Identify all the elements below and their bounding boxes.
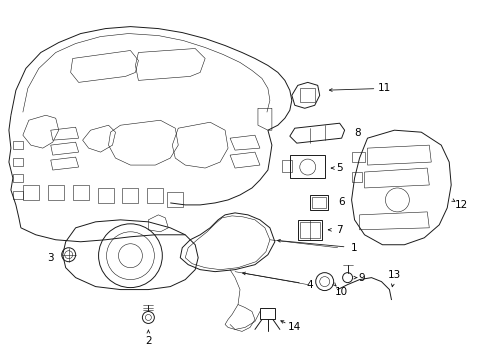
Text: 5: 5 xyxy=(336,163,342,173)
Text: 4: 4 xyxy=(306,280,312,289)
Text: 10: 10 xyxy=(334,287,347,297)
Text: 8: 8 xyxy=(353,128,360,138)
Text: 7: 7 xyxy=(336,225,342,235)
Text: 2: 2 xyxy=(145,336,151,346)
Text: 1: 1 xyxy=(350,243,357,253)
Text: 6: 6 xyxy=(338,197,344,207)
Text: 9: 9 xyxy=(358,273,364,283)
Text: 13: 13 xyxy=(387,270,400,280)
Text: 14: 14 xyxy=(287,323,301,332)
Text: 11: 11 xyxy=(377,84,390,93)
Text: 3: 3 xyxy=(47,253,54,263)
Text: 12: 12 xyxy=(454,200,467,210)
